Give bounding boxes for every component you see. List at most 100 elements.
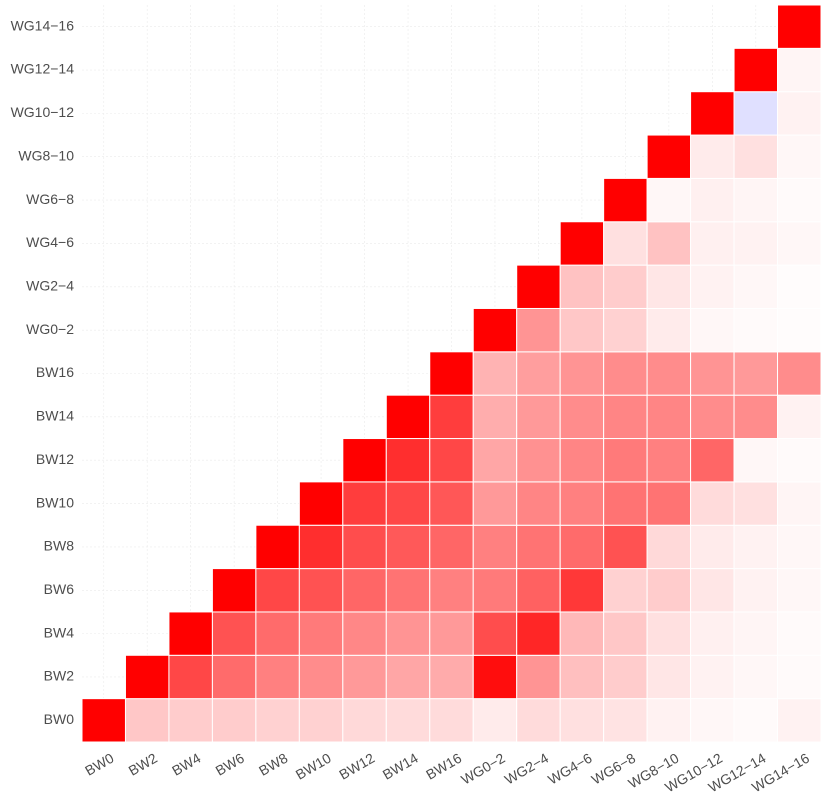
heatmap-cell <box>516 481 561 526</box>
heatmap-cell <box>646 221 692 266</box>
heatmap-cell <box>690 394 735 440</box>
heatmap-cell <box>733 307 779 353</box>
heatmap-cell <box>472 394 518 440</box>
heatmap-cell <box>559 351 605 396</box>
heatmap-cell <box>559 438 605 483</box>
heatmap-cell <box>559 611 605 656</box>
heatmap-cell <box>690 134 735 179</box>
y-tick-label: BW6 <box>44 581 75 597</box>
x-tick-label: WG4−6 <box>545 750 595 788</box>
x-tick-label: BW6 <box>213 750 247 779</box>
heatmap-cell <box>733 351 779 396</box>
heatmap-cell <box>603 394 648 440</box>
heatmap-cell <box>516 698 561 743</box>
heatmap-cell <box>603 221 648 266</box>
heatmap-cell <box>777 568 822 613</box>
heatmap-cell <box>777 134 822 179</box>
heatmap-cell <box>516 568 561 613</box>
x-tick-label: BW16 <box>423 750 464 783</box>
y-tick-label: BW2 <box>44 668 75 684</box>
heatmap-cell <box>255 611 300 656</box>
heatmap-cell <box>342 568 387 613</box>
heatmap-cell <box>603 264 648 309</box>
heatmap-cell <box>472 611 518 656</box>
heatmap-cell <box>559 654 605 700</box>
heatmap-cell <box>733 394 779 440</box>
heatmap-cell <box>733 524 779 570</box>
heatmap-cell <box>646 524 692 570</box>
heatmap-cell <box>429 654 474 700</box>
heatmap-cell <box>559 394 605 440</box>
y-tick-label: WG10−12 <box>11 104 75 120</box>
heatmap-cell <box>777 524 822 570</box>
heatmap-cell <box>733 568 779 613</box>
heatmap-cell <box>516 307 561 353</box>
heatmap-cell <box>429 351 474 396</box>
x-tick-label: WG0−2 <box>458 750 508 788</box>
heatmap-cell <box>298 654 344 700</box>
heatmap-cell <box>777 221 822 266</box>
heatmap-cell <box>168 611 213 656</box>
y-tick-label: WG14−16 <box>11 17 75 33</box>
heatmap-cell <box>298 698 344 743</box>
heatmap-cell <box>429 438 474 483</box>
heatmap-cell <box>472 568 518 613</box>
heatmap-cell <box>777 264 822 309</box>
heatmap-cell <box>211 698 257 743</box>
heatmap-cell <box>646 654 692 700</box>
heatmap-cell <box>429 611 474 656</box>
heatmap-cell <box>690 221 735 266</box>
heatmap-cell <box>733 91 779 136</box>
heatmap-cell <box>777 91 822 136</box>
heatmap-cell <box>429 524 474 570</box>
heatmap-cell <box>472 481 518 526</box>
y-tick-label: BW12 <box>36 451 74 467</box>
heatmap-cell <box>777 177 822 223</box>
heatmap-cell <box>472 438 518 483</box>
x-tick-label: BW0 <box>82 750 116 779</box>
y-tick-label: WG4−6 <box>26 234 74 250</box>
y-tick-label: WG12−14 <box>11 61 75 77</box>
heatmap-cell <box>733 481 779 526</box>
heatmap-cell <box>472 654 518 700</box>
x-tick-label: BW8 <box>256 750 290 779</box>
heatmap-cell <box>472 351 518 396</box>
heatmap-cell <box>342 698 387 743</box>
heatmap-cell <box>603 568 648 613</box>
heatmap-cell <box>385 481 431 526</box>
y-tick-label: WG8−10 <box>18 147 74 163</box>
y-tick-label: BW16 <box>36 364 74 380</box>
heatmap-cell <box>559 481 605 526</box>
heatmap-cell <box>777 481 822 526</box>
x-axis-tick-labels: BW0 BW2 BW4 BW6 BW8 BW10 BW12 BW14 BW16WG0−2WG2−… <box>82 750 812 796</box>
heatmap-cell <box>385 611 431 656</box>
heatmap-cell <box>429 698 474 743</box>
heatmap-cell <box>646 307 692 353</box>
heatmap-cell <box>603 611 648 656</box>
heatmap-cell <box>255 524 300 570</box>
y-tick-label: BW4 <box>44 624 75 640</box>
heatmap-cell <box>777 394 822 440</box>
heatmap-cell <box>603 177 648 223</box>
heatmap-cell <box>429 481 474 526</box>
heatmap-cell <box>733 47 779 93</box>
x-tick-label: BW4 <box>169 750 203 779</box>
heatmap-cell <box>298 524 344 570</box>
heatmap-cell <box>690 351 735 396</box>
heatmap-cell <box>385 524 431 570</box>
heatmap-cell <box>385 568 431 613</box>
heatmap-cell <box>124 698 170 743</box>
heatmap-cell <box>603 307 648 353</box>
heatmap-cell <box>516 611 561 656</box>
heatmap-cell <box>646 394 692 440</box>
y-tick-label: BW0 <box>44 711 75 727</box>
heatmap-cell <box>690 177 735 223</box>
heatmap-cell <box>211 568 257 613</box>
heatmap-cell <box>298 481 344 526</box>
heatmap-cell <box>690 524 735 570</box>
heatmap-cell <box>690 91 735 136</box>
heatmap-cell <box>81 698 126 743</box>
y-axis-tick-labels: BW0 BW2 BW4 BW6 BW8 BW10 BW12 BW14 BW16 WG0−2 WG2−… <box>11 17 75 727</box>
heatmap-cell <box>733 264 779 309</box>
